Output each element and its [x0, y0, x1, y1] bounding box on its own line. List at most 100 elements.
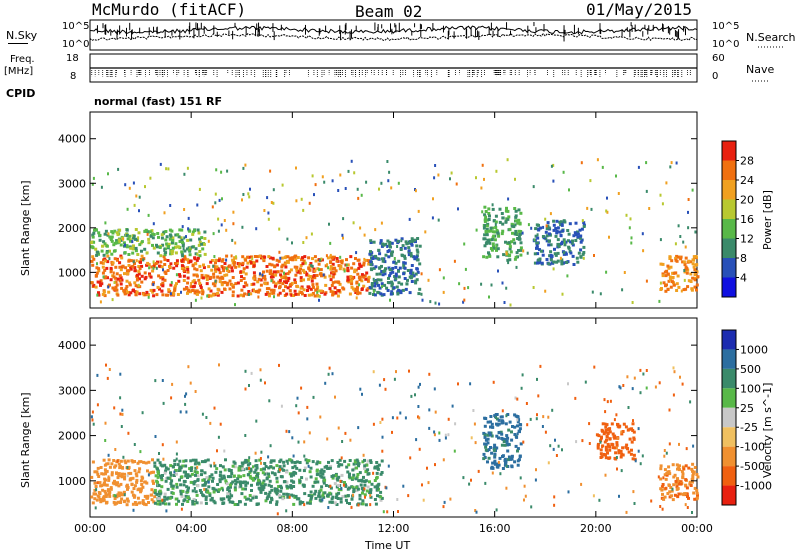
velocity-cell [684, 464, 688, 468]
power-cell [152, 246, 156, 250]
power-cell [334, 269, 338, 273]
power-cell [485, 233, 489, 237]
velocity-cell [228, 489, 231, 493]
power-cell [186, 258, 190, 262]
velocity-scatter-cell [194, 390, 197, 393]
velocity-cell [200, 469, 204, 473]
power-cell [362, 275, 366, 279]
power-scatter-cell [133, 203, 136, 207]
power-cell [268, 256, 272, 260]
power-cell [158, 264, 162, 268]
velocity-cell [191, 499, 195, 503]
cpid-label: CPID [6, 87, 36, 100]
velocity-scatter-cell [385, 486, 388, 490]
power-cell [358, 291, 362, 295]
power-cell [211, 293, 215, 297]
power-cell [556, 242, 560, 246]
power-scatter-cell [355, 296, 358, 300]
velocity-cell [231, 480, 235, 484]
power-cell [212, 275, 216, 279]
power-cell [490, 238, 494, 242]
velocity-cell [280, 475, 284, 479]
power-cell [223, 273, 227, 277]
velocity-cell [281, 497, 285, 501]
velocity-cell [626, 447, 630, 451]
power-cell [517, 208, 521, 212]
velocity-cell [366, 485, 370, 489]
power-cell [384, 242, 388, 246]
power-scatter-cell [642, 249, 645, 253]
velocity-cell [288, 458, 292, 462]
power-cell [173, 262, 177, 265]
power-cell [557, 245, 561, 248]
velocity-cell [291, 480, 295, 484]
power-scatter-cell [648, 207, 651, 210]
velocity-scatter-cell [492, 380, 495, 384]
power-cell [400, 237, 404, 241]
power-scatter-cell [582, 256, 585, 260]
power-scatter-cell [532, 185, 535, 189]
power-cell [414, 272, 418, 276]
power-cell [265, 265, 269, 268]
power-cell [310, 279, 314, 283]
velocity-cell [137, 487, 141, 491]
velocity-cell [303, 492, 307, 496]
power-scatter-cell [341, 233, 344, 237]
power-scatter-cell [599, 292, 602, 296]
power-cell [376, 290, 380, 294]
power-scatter-cell [561, 292, 564, 296]
velocity-cell [293, 461, 297, 464]
velocity-cell [605, 438, 608, 442]
velocity-cell [120, 472, 124, 476]
power-cell [244, 272, 248, 276]
velocity-scatter-cell [428, 426, 431, 430]
power-colorbar-tick-label: 4 [740, 272, 747, 285]
power-cell [191, 280, 195, 284]
velocity-cell [188, 467, 192, 471]
velocity-scatter-cell [620, 430, 623, 434]
velocity-cell [606, 432, 610, 435]
power-cell [333, 291, 337, 294]
velocity-scatter-cell [248, 466, 251, 470]
velocity-cell [213, 464, 217, 468]
power-cell [193, 267, 197, 271]
power-cell [168, 290, 172, 293]
power-scatter-cell [255, 227, 258, 231]
power-scatter-cell [350, 159, 353, 163]
velocity-cell [285, 484, 289, 488]
power-cell [337, 264, 341, 268]
velocity-scatter-cell [217, 435, 220, 439]
power-cell [383, 272, 387, 276]
velocity-cell [279, 489, 283, 493]
power-cell [151, 265, 155, 269]
velocity-scatter-cell [581, 439, 584, 443]
power-cell [571, 254, 575, 258]
velocity-cell [369, 489, 373, 492]
power-cell [545, 258, 549, 261]
velocity-colorbar-tick-label: 500 [740, 363, 761, 376]
velocity-cell [185, 485, 189, 489]
power-scatter-cell [463, 242, 466, 246]
power-scatter-cell [163, 247, 166, 251]
power-scatter-cell [234, 303, 236, 307]
power-cell [101, 292, 105, 296]
power-cell [391, 270, 395, 274]
velocity-scatter-cell [661, 507, 664, 511]
velocity-cell [506, 436, 510, 440]
velocity-cell [101, 499, 105, 503]
power-cell [401, 288, 405, 292]
power-cell [508, 247, 512, 251]
velocity-cell [336, 461, 340, 464]
velocity-cell [517, 418, 521, 422]
velocity-cell [327, 460, 330, 464]
power-cell [313, 255, 317, 259]
power-scatter-cell [400, 239, 403, 243]
velocity-cell [186, 473, 190, 477]
velocity-cell [93, 470, 97, 474]
power-scatter-cell [279, 256, 282, 260]
power-cell [266, 291, 270, 294]
power-scatter-cell [283, 271, 285, 275]
velocity-cell [273, 472, 277, 476]
velocity-cell [290, 460, 294, 464]
power-scatter-cell [372, 289, 375, 293]
